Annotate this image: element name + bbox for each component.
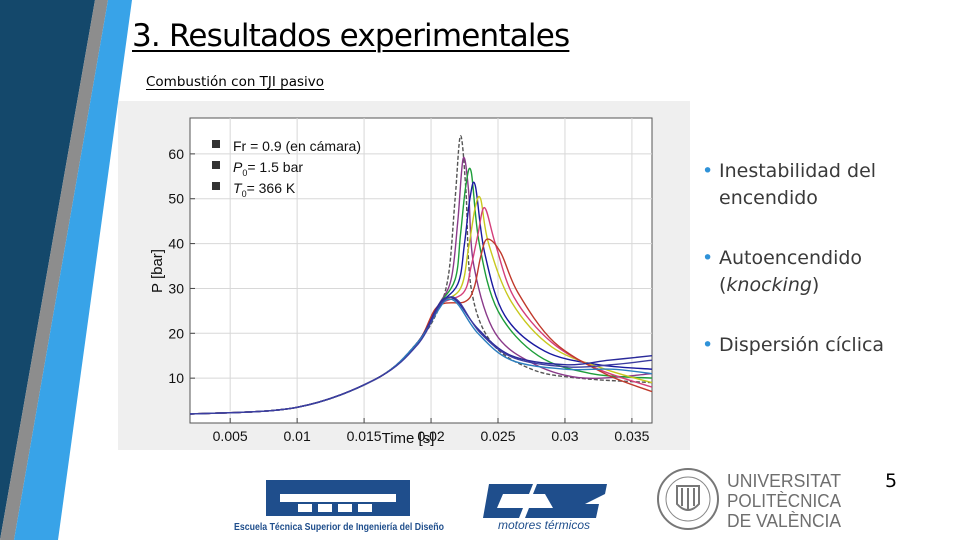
cmt-logo: motores térmicos xyxy=(483,484,607,532)
bullet-text: Inestabilidad del xyxy=(719,160,877,182)
cmt-logo-c xyxy=(483,484,533,518)
y-tick-label: 10 xyxy=(168,370,184,386)
legend-t0-sub: 0 xyxy=(242,189,247,199)
x-tick-label: 0.015 xyxy=(347,428,382,444)
x-tick-label: 0.02 xyxy=(417,428,444,444)
etsid-logo-square xyxy=(358,504,372,512)
accent-stripe-gray xyxy=(0,0,108,540)
legend-p0-symbol: P xyxy=(233,159,243,175)
bullet-text-line2: (knocking) xyxy=(719,272,958,299)
slide-title: 3. Resultados experimentales xyxy=(132,18,570,54)
paren-open: ( xyxy=(719,273,727,296)
y-axis-label: P [bar] xyxy=(149,249,166,293)
etsid-logo-square xyxy=(298,504,312,512)
slide-subtitle: Combustión con TJI pasivo xyxy=(146,74,325,90)
bullet-item: Dispersión cíclica xyxy=(696,332,958,359)
accent-stripe-light xyxy=(14,0,132,540)
legend-p0-sub: 0 xyxy=(242,168,247,178)
x-tick-label: 0.025 xyxy=(480,428,515,444)
x-tick-label: 0.035 xyxy=(614,428,649,444)
x-tick-label: 0.01 xyxy=(284,428,311,444)
bullet-text-line2: encendido xyxy=(719,186,818,209)
y-tick-label: 40 xyxy=(168,236,184,252)
chart-legend: Fr = 0.9 (en cámara) P0= 1.5 bar T0= 366… xyxy=(212,138,361,199)
pressure-series-line xyxy=(189,296,653,415)
upv-logo-line3: DE VALÈNCIA xyxy=(727,511,841,531)
legend-p0-value: = 1.5 bar xyxy=(247,159,303,175)
legend-t0-value: = 366 K xyxy=(247,180,296,196)
bullet-text: Autoencendido xyxy=(719,247,863,270)
plot-area xyxy=(189,117,653,424)
bullet-emphasis: knocking xyxy=(726,273,812,296)
legend-marker xyxy=(212,140,220,148)
cmt-logo-text: motores térmicos xyxy=(498,518,590,532)
x-tick-label: 0.03 xyxy=(551,428,578,444)
cmt-logo-mt xyxy=(525,484,607,518)
legend-item-p0: P0= 1.5 bar xyxy=(233,159,303,178)
etsid-logo-text: Escuela Técnica Superior de Ingeniería d… xyxy=(234,522,444,533)
upv-logo-line2: POLITÈCNICA xyxy=(727,491,841,511)
x-axis-label: Time [s] xyxy=(382,430,435,447)
x-tick-label: 0.005 xyxy=(213,428,248,444)
etsid-logo: Escuela Técnica Superior de Ingeniería d… xyxy=(234,480,444,533)
y-tick-label: 20 xyxy=(168,325,184,341)
y-tick-label: 60 xyxy=(168,146,184,162)
pressure-chart-svg: 0.005 0.01 0.015 0.02 0.025 0.03 0.035 10 20 30 40… xyxy=(149,117,653,447)
upv-logo-line1: UNIVERSITAT xyxy=(727,471,841,491)
upv-logo: UNIVERSITAT POLITÈCNICA DE VALÈNCIA xyxy=(657,468,841,531)
page-number: 5 xyxy=(885,470,898,492)
bullet-text: Dispersión cíclica xyxy=(719,334,885,357)
legend-marker xyxy=(212,161,220,169)
legend-item-t0: T0= 366 K xyxy=(233,180,296,199)
upv-seal-ring xyxy=(657,468,719,530)
bullet-item: Inestabilidad del encendido xyxy=(696,158,958,211)
legend-marker xyxy=(212,182,220,190)
etsid-logo-square xyxy=(318,504,332,512)
etsid-logo-square xyxy=(338,504,352,512)
upv-seal-inner-ring xyxy=(665,476,711,522)
slide-accent-stripes xyxy=(0,0,132,540)
legend-item-fr: Fr = 0.9 (en cámara) xyxy=(233,138,361,154)
etsid-logo-bar xyxy=(280,494,396,502)
paren-close: ) xyxy=(811,273,820,296)
y-tick-label: 30 xyxy=(168,280,184,296)
upv-seal-shield xyxy=(676,485,700,511)
pressure-chart: 0.005 0.01 0.015 0.02 0.025 0.03 0.035 10 20 30 40… xyxy=(118,101,690,450)
bullet-item: Autoencendido (knocking) xyxy=(696,245,958,298)
legend-t0-symbol: T xyxy=(233,180,243,196)
y-tick-label: 50 xyxy=(168,191,184,207)
bullet-list: Inestabilidad del encendido Autoencendid… xyxy=(696,158,958,393)
